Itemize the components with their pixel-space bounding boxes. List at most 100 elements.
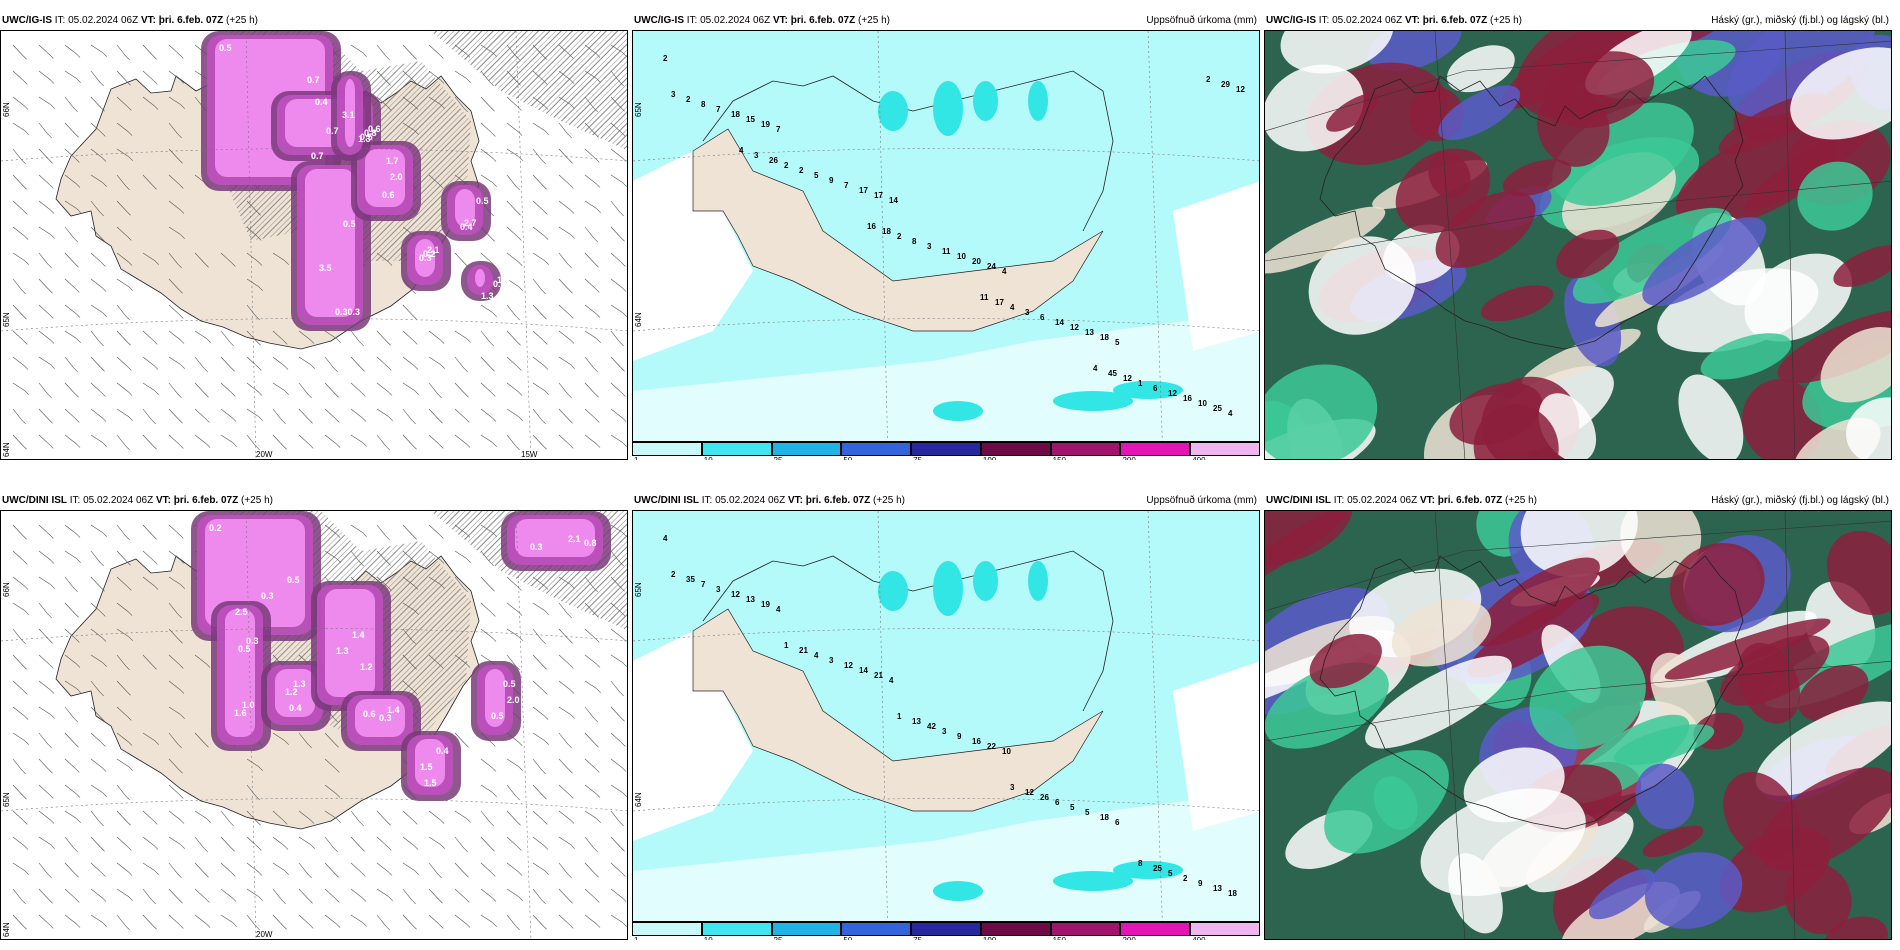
- snow-value: 3.1: [342, 110, 355, 120]
- cloud-area: [1446, 45, 1515, 93]
- cloud-area: [1675, 125, 1837, 228]
- model-name: UWC/DINI ISL: [2, 495, 67, 506]
- snow-value: 1.0: [242, 700, 255, 710]
- colorbar-tick: 25: [774, 936, 783, 940]
- snow-value: 0.3: [261, 591, 274, 601]
- valid-time: þri. 6.feb. 07Z: [158, 15, 224, 26]
- colorbar: 1 10 25 50 75 100 150 200 400: [632, 922, 1260, 940]
- init-time: IT: 05.02.2024 06Z: [54, 15, 139, 26]
- precip-value: 5: [1070, 803, 1075, 812]
- snow-value: 0.4: [436, 746, 449, 756]
- init-time: IT: 05.02.2024 06Z: [1318, 15, 1403, 26]
- precip-value: 26: [1040, 793, 1049, 802]
- precip-value: 3: [942, 727, 947, 736]
- colorbar-tick: 400: [1192, 936, 1205, 940]
- lead-time: (+25 h): [873, 495, 905, 506]
- cloud-area: [1700, 333, 1792, 380]
- precip-value: 2: [663, 54, 668, 63]
- snow-value: 1.7: [386, 156, 399, 166]
- cloud-area: [1846, 397, 1891, 459]
- precip-value: 6: [1115, 818, 1120, 827]
- snow-value: 0.5: [360, 132, 373, 142]
- precip-area: [1053, 391, 1133, 411]
- cloud-area: [1737, 642, 1800, 724]
- precip-value: 13: [912, 717, 921, 726]
- precip-value: 12: [1025, 788, 1034, 797]
- init-time: IT: 05.02.2024 06Z: [1333, 495, 1418, 506]
- valid-time: þri. 6.feb. 07Z: [1437, 495, 1503, 506]
- model-name: UWC/IG-IS: [634, 15, 684, 26]
- axis-label: 65N: [2, 792, 11, 807]
- precip-value: 14: [859, 666, 868, 675]
- cloud-area: [1823, 916, 1888, 939]
- cloud-area: [1438, 85, 1521, 140]
- precip-value: 14: [1055, 318, 1064, 327]
- precip-value: 12: [1123, 374, 1132, 383]
- cloud-area: [1635, 763, 1695, 830]
- cloud-area: [1588, 869, 1655, 920]
- colorbar-tick: 1: [634, 456, 638, 460]
- precip-value: 7: [716, 105, 721, 114]
- precip-value: 19: [761, 600, 770, 609]
- cloud-area: [1480, 285, 1554, 322]
- snow-value: 1.5: [424, 778, 437, 788]
- snow-value: 0.2: [423, 249, 436, 259]
- valid-time-key: VT:: [1404, 15, 1420, 26]
- cloud-area: [1797, 161, 1873, 231]
- precip-area: [933, 81, 963, 136]
- snow-value: 1.6: [234, 708, 247, 718]
- axis-label: 20W: [256, 450, 273, 459]
- precip-value: 18: [1100, 333, 1109, 342]
- axis-label: 15W: [521, 450, 538, 459]
- precip-value: 3: [829, 656, 834, 665]
- panel-header: UWC/IG-IS IT: 05.02.2024 06Z VT: þri. 6.…: [632, 12, 1260, 30]
- lead-time: (+25 h): [1490, 15, 1522, 26]
- panel-header: UWC/DINI ISL IT: 05.02.2024 06Z VT: þri.…: [1264, 492, 1892, 510]
- snow-value: 0.3: [419, 253, 432, 263]
- precip-area: [1028, 81, 1048, 121]
- cloud-area: [1472, 557, 1600, 647]
- snow-value: 3.5: [319, 263, 332, 273]
- colorbar-cell: [1120, 922, 1191, 936]
- axis-label: 64N: [2, 922, 11, 937]
- cloud-area: [1820, 327, 1891, 403]
- precip-value: 3: [671, 90, 676, 99]
- precip-value: 10: [957, 252, 966, 261]
- snow-value: 2.5: [235, 607, 248, 617]
- colorbar-cell: [701, 922, 772, 936]
- cloud-area: [1642, 825, 1704, 857]
- precip-value: 6: [1153, 384, 1158, 393]
- lead-time: (+25 h): [858, 15, 890, 26]
- valid-time-key: VT:: [1419, 495, 1435, 506]
- valid-time: þri. 6.feb. 07Z: [173, 495, 239, 506]
- precip-area: [933, 401, 983, 421]
- axis-label: 64N: [2, 442, 11, 457]
- axis-label: 66N: [2, 582, 11, 597]
- init-time: IT: 05.02.2024 06Z: [69, 495, 154, 506]
- colorbar-tick: 10: [704, 456, 713, 460]
- precip-value: 18: [882, 227, 891, 236]
- snow-value: 1.2: [360, 662, 373, 672]
- cloud-area: [1391, 599, 1492, 667]
- model-name: UWC/IG-IS: [1266, 15, 1316, 26]
- snow-value: 0.4: [315, 97, 328, 107]
- snow-value: 0.4: [289, 703, 302, 713]
- precip-value: 2: [1206, 75, 1211, 84]
- axis-label: 65N: [2, 312, 11, 327]
- colorbar-cell: [701, 442, 772, 456]
- precip-value: 9: [1198, 879, 1203, 888]
- precip-value: 1: [897, 712, 902, 721]
- snow-value: 0.6: [493, 279, 506, 289]
- precip-value: 15: [746, 115, 755, 124]
- panel-header: UWC/IG-IS IT: 05.02.2024 06Z VT: þri. 6.…: [0, 12, 628, 30]
- precip-area: [1113, 381, 1183, 399]
- snow-value: 1.3: [293, 679, 306, 689]
- panel-title: Uppsöfnuð úrkoma (mm): [1146, 495, 1257, 506]
- snow-value: 0.7: [307, 75, 320, 85]
- snow-value: 0.6: [382, 190, 395, 200]
- precip-value: 2: [897, 232, 902, 241]
- cloud-area: [1543, 51, 1655, 129]
- cloud-area: [1367, 31, 1462, 72]
- precip-value: 3: [754, 151, 759, 160]
- map-canvas: 66N 65N 64N 20W 15W 0.5 0.7 0.5 2.0 2.1 2.7 1.3 0.6 0…: [0, 30, 628, 460]
